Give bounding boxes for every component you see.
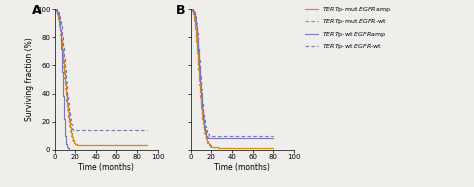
Legend: $\it{TERT}$p-mut $\it{EGFR}$amp, $\it{TERT}$p-mut $\it{EGFR}$-wt, $\it{TERT}$p-w: $\it{TERT}$p-mut $\it{EGFR}$amp, $\it{TE… — [302, 2, 393, 54]
Text: B: B — [176, 4, 186, 17]
Text: A: A — [32, 4, 41, 17]
X-axis label: Time (months): Time (months) — [214, 163, 270, 171]
Y-axis label: Surviving fraction (%): Surviving fraction (%) — [25, 38, 34, 121]
X-axis label: Time (months): Time (months) — [78, 163, 134, 171]
